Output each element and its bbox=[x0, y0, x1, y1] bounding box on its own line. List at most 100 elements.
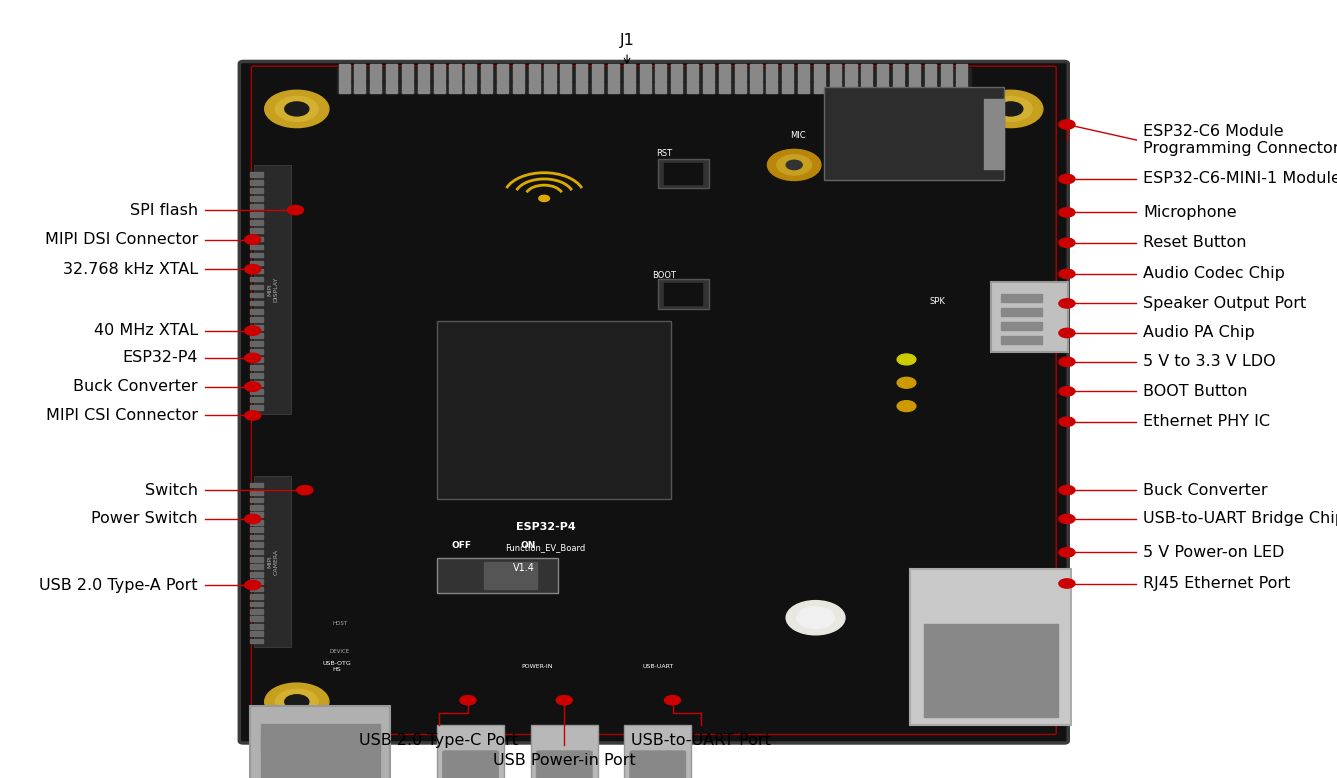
Text: BOOT Button: BOOT Button bbox=[1143, 384, 1247, 399]
Bar bbox=[639, 64, 651, 81]
Text: Power Switch: Power Switch bbox=[91, 511, 198, 527]
Bar bbox=[925, 82, 936, 93]
Bar bbox=[250, 505, 263, 510]
Bar bbox=[909, 64, 920, 81]
Text: OFF: OFF bbox=[452, 541, 471, 550]
Bar bbox=[1001, 294, 1042, 302]
Bar bbox=[893, 64, 904, 81]
Text: MIC: MIC bbox=[790, 131, 806, 140]
Bar bbox=[924, 624, 1058, 717]
Circle shape bbox=[664, 696, 681, 705]
Bar bbox=[592, 82, 603, 93]
Circle shape bbox=[265, 90, 329, 128]
Bar bbox=[956, 64, 968, 81]
Text: Switch: Switch bbox=[144, 482, 198, 498]
Text: Reset Button: Reset Button bbox=[1143, 235, 1246, 251]
Text: MIPI
CAMERA: MIPI CAMERA bbox=[267, 548, 278, 575]
Circle shape bbox=[245, 326, 261, 335]
Bar bbox=[250, 483, 263, 488]
Bar bbox=[250, 244, 263, 249]
Bar bbox=[250, 285, 263, 289]
Text: ESP32-C6 Module
Programming Connector: ESP32-C6 Module Programming Connector bbox=[1143, 124, 1337, 156]
Bar bbox=[250, 365, 263, 370]
FancyBboxPatch shape bbox=[536, 751, 592, 778]
Text: USB-to-UART Port: USB-to-UART Port bbox=[631, 733, 770, 748]
Bar bbox=[250, 565, 263, 569]
Bar bbox=[798, 64, 809, 81]
Bar bbox=[250, 706, 390, 778]
Bar bbox=[991, 282, 1068, 352]
Circle shape bbox=[245, 514, 261, 524]
Bar bbox=[386, 82, 397, 93]
Bar bbox=[250, 549, 263, 554]
Bar bbox=[814, 64, 825, 81]
FancyBboxPatch shape bbox=[443, 751, 499, 778]
Text: Audio PA Chip: Audio PA Chip bbox=[1143, 325, 1255, 341]
Bar bbox=[465, 82, 476, 93]
Circle shape bbox=[1059, 417, 1075, 426]
Bar bbox=[250, 357, 263, 362]
Bar bbox=[497, 64, 508, 81]
Bar bbox=[370, 64, 381, 81]
Text: MIPI DSI Connector: MIPI DSI Connector bbox=[44, 232, 198, 247]
Circle shape bbox=[897, 401, 916, 412]
Bar bbox=[703, 82, 714, 93]
Text: Audio Codec Chip: Audio Codec Chip bbox=[1143, 266, 1285, 282]
Bar bbox=[250, 490, 263, 495]
Bar bbox=[250, 609, 263, 614]
Bar bbox=[814, 82, 825, 93]
Bar bbox=[1001, 322, 1042, 330]
Bar bbox=[250, 542, 263, 547]
Bar bbox=[750, 82, 762, 93]
Bar bbox=[528, 82, 540, 93]
Circle shape bbox=[1059, 120, 1075, 129]
Bar bbox=[250, 513, 263, 517]
Text: SPK: SPK bbox=[929, 296, 945, 306]
Circle shape bbox=[1059, 174, 1075, 184]
Bar bbox=[925, 64, 936, 81]
Bar bbox=[250, 301, 263, 306]
Bar bbox=[250, 520, 263, 524]
Bar bbox=[250, 631, 263, 636]
Text: USB-OTG
HS: USB-OTG HS bbox=[322, 661, 352, 672]
Bar bbox=[734, 64, 746, 81]
Text: ON: ON bbox=[520, 541, 536, 550]
Circle shape bbox=[897, 354, 916, 365]
Circle shape bbox=[297, 485, 313, 495]
Bar bbox=[608, 82, 619, 93]
Bar bbox=[845, 64, 857, 81]
Text: ESP32-C6-MINI-1 Module: ESP32-C6-MINI-1 Module bbox=[1143, 171, 1337, 187]
Bar bbox=[750, 64, 762, 81]
Bar bbox=[250, 373, 263, 378]
Circle shape bbox=[245, 235, 261, 244]
Bar bbox=[544, 64, 556, 81]
Text: Buck Converter: Buck Converter bbox=[1143, 482, 1267, 498]
Bar bbox=[655, 64, 666, 81]
Bar bbox=[703, 64, 714, 81]
Bar bbox=[261, 724, 380, 752]
Text: Microphone: Microphone bbox=[1143, 205, 1237, 220]
Circle shape bbox=[786, 601, 845, 635]
Circle shape bbox=[989, 96, 1032, 121]
Bar bbox=[250, 534, 263, 539]
Circle shape bbox=[539, 195, 550, 202]
Text: RST: RST bbox=[656, 149, 673, 158]
Text: POWER-IN: POWER-IN bbox=[521, 664, 554, 669]
Text: ESP32-P4: ESP32-P4 bbox=[516, 522, 575, 531]
Bar bbox=[824, 87, 1004, 180]
Bar bbox=[250, 381, 263, 386]
Bar bbox=[719, 82, 730, 93]
Bar bbox=[254, 165, 291, 414]
Text: J1: J1 bbox=[619, 33, 635, 48]
Text: V1.4: V1.4 bbox=[513, 563, 535, 573]
Bar bbox=[250, 237, 263, 241]
Text: BOOT: BOOT bbox=[652, 271, 677, 280]
Text: Buck Converter: Buck Converter bbox=[74, 379, 198, 394]
Circle shape bbox=[1059, 387, 1075, 396]
Bar bbox=[250, 333, 263, 338]
Bar bbox=[261, 734, 380, 778]
Circle shape bbox=[999, 102, 1023, 116]
Text: ESP32-P4: ESP32-P4 bbox=[123, 350, 198, 366]
Bar bbox=[417, 64, 429, 81]
Circle shape bbox=[1059, 514, 1075, 524]
